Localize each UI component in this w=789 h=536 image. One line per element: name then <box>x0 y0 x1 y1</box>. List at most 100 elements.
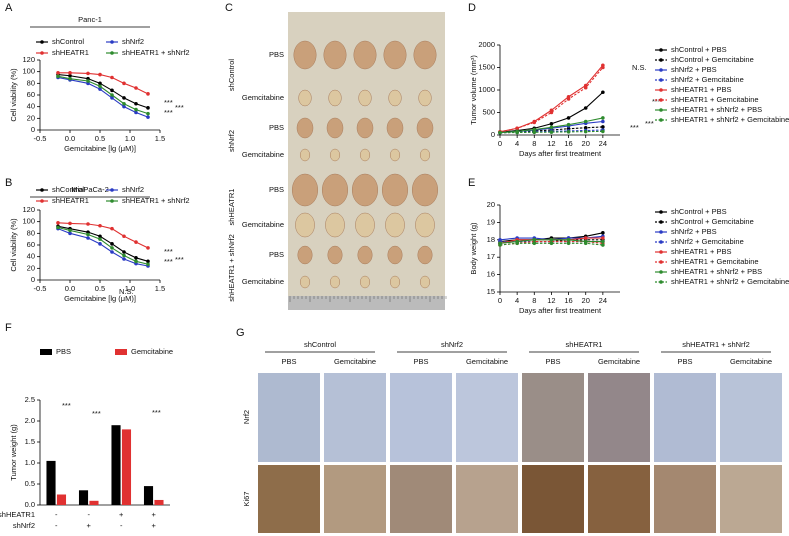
y-tick-label: 80 <box>27 78 35 87</box>
x-tick-label: 0.5 <box>95 134 105 143</box>
data-point <box>122 101 126 106</box>
tumor <box>355 212 375 238</box>
x-axis-label: Days after first treatment <box>519 306 602 315</box>
x-tick-label: 1.0 <box>125 284 135 293</box>
tumor <box>295 212 315 238</box>
x-tick-label: 1.0 <box>125 134 135 143</box>
series-line <box>57 225 149 262</box>
legend-marker <box>40 199 44 203</box>
data-point <box>498 243 502 247</box>
y-tick-label: 15 <box>487 287 495 296</box>
data-point <box>110 88 114 93</box>
data-point <box>549 121 554 126</box>
data-point <box>549 125 554 130</box>
annotation: *** <box>175 103 184 112</box>
row-label: shNrf2 <box>13 521 35 530</box>
data-point <box>566 97 571 101</box>
column-label: Gemcitabine <box>730 357 772 366</box>
y-tick-label: 18 <box>487 235 495 244</box>
ihc-tile <box>456 373 518 462</box>
y-tick-label: 80 <box>27 228 35 237</box>
x-tick-label: 8 <box>532 296 536 305</box>
legend-label: shControl <box>52 37 84 46</box>
ihc-tile <box>258 373 320 462</box>
y-axis-label: Cell viability (%) <box>9 218 18 272</box>
y-tick-label: 40 <box>27 102 35 111</box>
data-point <box>146 259 150 264</box>
tumor <box>293 40 317 70</box>
legend-marker <box>40 40 44 44</box>
data-point <box>110 226 114 231</box>
tumor <box>411 173 439 207</box>
annotation: *** <box>645 119 654 128</box>
x-tick-label: 0 <box>498 296 502 305</box>
y-tick-label: 0.5 <box>25 479 35 488</box>
chart-title: Panc-1 <box>78 15 102 24</box>
legend-label: shHEATR1 + Gemcitabine <box>671 257 759 266</box>
group-label: shControl <box>227 59 236 91</box>
x-tick-label: 0.0 <box>65 284 75 293</box>
legend-label: shHEATR1 + shNrf2 <box>122 196 190 205</box>
data-point <box>110 96 114 100</box>
row-label: PBS <box>269 250 284 259</box>
data-point <box>601 90 605 95</box>
legend-marker <box>110 188 114 192</box>
tumor <box>383 40 407 70</box>
legend-label: shHEATR1 + shNrf2 <box>122 48 190 57</box>
tumor <box>381 173 409 207</box>
x-tick-label: 24 <box>599 296 607 305</box>
data-point <box>122 96 126 100</box>
group-label: shNrf2 <box>227 130 236 152</box>
ihc-tile <box>720 373 782 462</box>
data-point <box>583 126 588 130</box>
tumor <box>299 275 311 289</box>
annotation: N.S. <box>119 287 134 296</box>
x-tick-label: 0.0 <box>65 134 75 143</box>
data-point <box>498 130 502 135</box>
data-point <box>98 84 102 89</box>
row-label: PBS <box>269 123 284 132</box>
bar <box>111 425 121 505</box>
row-sign: + <box>152 521 157 530</box>
panel-letter: D <box>468 2 476 14</box>
data-point <box>583 241 588 246</box>
column-label: Gemcitabine <box>466 357 508 366</box>
tumor <box>297 245 313 265</box>
legend-label: shNrf2 <box>122 185 144 194</box>
column-label: Gemcitabine <box>598 357 640 366</box>
data-point <box>98 81 102 86</box>
data-point <box>515 126 519 131</box>
y-tick-label: 0 <box>31 275 35 284</box>
y-axis-label: Cell viability (%) <box>9 68 18 122</box>
x-axis-label: Days after first treatment <box>519 149 602 158</box>
group-label: shHEATR1 <box>566 340 603 349</box>
x-tick-label: 8 <box>532 139 536 148</box>
data-point <box>122 234 126 239</box>
column-label: PBS <box>677 357 692 366</box>
series-line <box>57 228 149 267</box>
data-point <box>56 71 60 75</box>
data-point <box>110 75 114 80</box>
legend-marker <box>659 98 663 102</box>
legend-marker <box>110 40 114 44</box>
row-label: shHEATR1 <box>0 510 35 519</box>
chart-title: MiaPaCa-2 <box>71 185 109 194</box>
data-point <box>98 223 102 228</box>
data-point <box>146 115 150 119</box>
y-tick-label: 500 <box>482 107 495 116</box>
data-point <box>68 76 72 81</box>
data-point <box>86 232 90 237</box>
data-point <box>134 101 138 106</box>
x-tick-label: 0.5 <box>95 284 105 293</box>
tumor <box>416 117 434 139</box>
tumor <box>385 212 405 238</box>
tumor <box>387 245 403 265</box>
legend-marker <box>110 199 114 203</box>
tumor <box>389 275 401 289</box>
legend-marker <box>659 88 663 92</box>
data-point <box>56 221 60 225</box>
ihc-tile <box>258 465 320 533</box>
data-point <box>566 238 571 242</box>
y-tick-label: 0.0 <box>25 500 35 509</box>
x-tick-label: 20 <box>582 139 590 148</box>
